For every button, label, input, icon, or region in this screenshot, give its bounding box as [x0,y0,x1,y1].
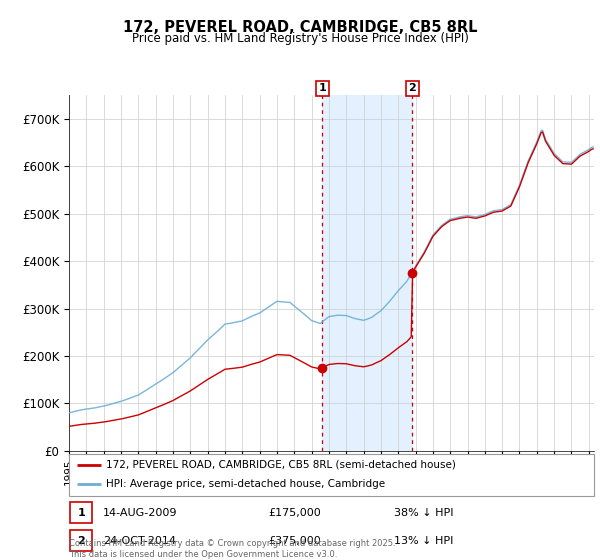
Text: Contains HM Land Registry data © Crown copyright and database right 2025.
This d: Contains HM Land Registry data © Crown c… [69,539,395,559]
Text: £175,000: £175,000 [269,507,321,517]
Text: 1: 1 [77,507,85,517]
FancyBboxPatch shape [70,530,92,551]
Text: £375,000: £375,000 [269,536,321,546]
FancyBboxPatch shape [69,454,594,496]
Text: 38% ↓ HPI: 38% ↓ HPI [395,507,454,517]
Text: 1: 1 [319,83,326,94]
Text: HPI: Average price, semi-detached house, Cambridge: HPI: Average price, semi-detached house,… [106,479,385,489]
Text: 2: 2 [409,83,416,94]
Bar [322,95,412,451]
Text: 172, PEVEREL ROAD, CAMBRIDGE, CB5 8RL (semi-detached house): 172, PEVEREL ROAD, CAMBRIDGE, CB5 8RL (s… [106,460,455,470]
Text: 2: 2 [77,536,85,546]
Text: 14-AUG-2009: 14-AUG-2009 [103,507,178,517]
FancyBboxPatch shape [70,502,92,523]
Text: 24-OCT-2014: 24-OCT-2014 [103,536,176,546]
Text: 13% ↓ HPI: 13% ↓ HPI [395,536,454,546]
Text: Price paid vs. HM Land Registry's House Price Index (HPI): Price paid vs. HM Land Registry's House … [131,32,469,45]
Text: 172, PEVEREL ROAD, CAMBRIDGE, CB5 8RL: 172, PEVEREL ROAD, CAMBRIDGE, CB5 8RL [123,20,477,35]
